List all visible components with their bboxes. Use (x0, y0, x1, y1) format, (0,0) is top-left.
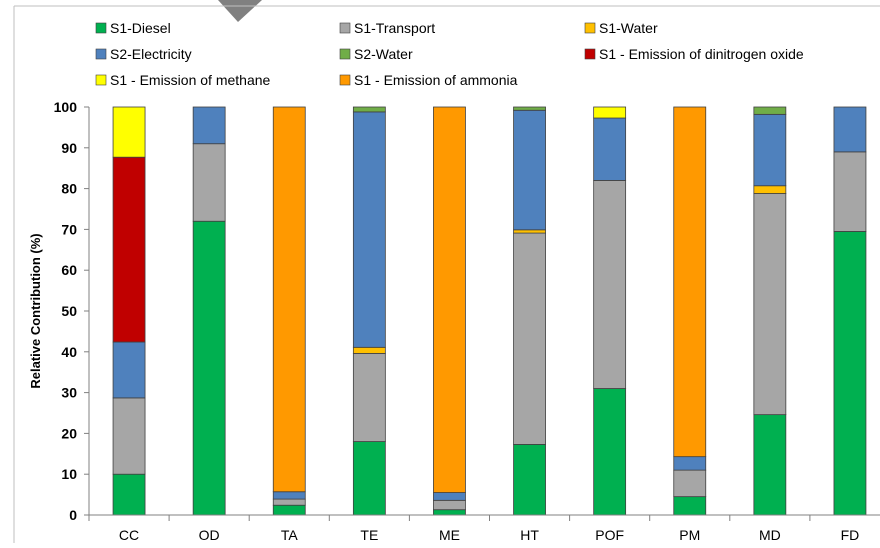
bar-segment-me-s1-transport (433, 499, 466, 511)
legend-label-s1-diesel: S1-Diesel (110, 20, 171, 36)
bar-segment-ta-s1-diesel (272, 504, 306, 516)
bar-segment-cc-s1-diesel (112, 473, 146, 516)
legend-label-s2-water: S2-Water (354, 46, 413, 62)
y-tick-label: 100 (54, 99, 78, 115)
bar-segment-cc-s1-emission-of-dinitrogen-oxide (112, 156, 146, 343)
bar-segment-me-s1-emission-of-ammonia (433, 106, 466, 493)
bar-segment-md-s1-diesel (753, 414, 787, 516)
bar-segment-cc-s1-transport (112, 397, 146, 475)
bar-segment-me-s2-electricity (433, 492, 466, 501)
y-tick-label: 10 (61, 466, 77, 482)
x-tick-label-me: ME (439, 527, 460, 543)
bar-segment-pm-s2-electricity (673, 456, 707, 471)
bar-segment-ta-s1-transport (272, 498, 306, 506)
bar-segment-fd-s1-diesel (833, 231, 867, 516)
bars-group (112, 106, 867, 516)
legend-label-s1-emission-of-ammonia: S1 - Emission of ammonia (354, 72, 518, 88)
bar-segment-cc-s2-electricity (112, 341, 146, 399)
legend-label-s2-electricity: S2-Electricity (110, 46, 192, 62)
legend-swatch-s2-water (339, 48, 351, 60)
legend-swatch-s1-emission-of-dinitrogen-oxide (584, 48, 596, 60)
legend-swatch-s1-emission-of-ammonia (339, 74, 351, 86)
x-tick-label-pof: POF (595, 527, 624, 543)
y-tick-label: 90 (61, 140, 77, 156)
x-tick-label-cc: CC (119, 527, 139, 543)
y-tick-label: 70 (61, 221, 77, 237)
legend-label-s1-transport: S1-Transport (354, 20, 435, 36)
bar-segment-cc-s1-emission-of-methane (112, 106, 146, 158)
bar-segment-ht-s1-water (513, 229, 546, 234)
bar-segment-pof-s1-diesel (593, 388, 627, 516)
bar-segment-te-s1-water (352, 346, 386, 354)
bar-segment-ht-s2-electricity (513, 109, 546, 231)
bar-segment-fd-s2-electricity (833, 106, 867, 153)
x-tick-label-pm: PM (679, 527, 700, 543)
axes-group: 0 10 20 30 40 50 60 70 80 90 100 CC OD TA TE ME HT POF PM M… (54, 99, 880, 543)
bar-segment-md-s2-water (753, 106, 787, 115)
x-tick-label-fd: FD (841, 527, 860, 543)
bar-segment-ta-s1-emission-of-ammonia (272, 106, 306, 493)
bar-segment-te-s2-electricity (352, 111, 386, 348)
y-tick-label: 40 (61, 344, 77, 360)
bar-segment-ht-s2-water (513, 106, 546, 111)
bar-segment-fd-s1-transport (833, 151, 867, 232)
legend-swatch-s1-emission-of-methane (95, 74, 107, 86)
legend: S1-Diesel S1-Transport S1-Water S2-Electric… (95, 20, 804, 88)
legend-label-s1-emission-of-methane: S1 - Emission of methane (110, 72, 271, 88)
bar-segment-od-s1-transport (192, 143, 226, 222)
x-tick-label-ta: TA (281, 527, 299, 543)
bar-segment-pof-s1-transport (593, 180, 627, 389)
y-axis-label: Relative Contribution (%) (28, 233, 43, 388)
bar-segment-od-s1-diesel (192, 220, 226, 516)
decorative-marker-shape (218, 0, 262, 22)
bar-segment-pm-s1-emission-of-ammonia (673, 106, 707, 458)
bar-segment-te-s2-water (352, 106, 386, 113)
y-tick-label: 20 (61, 425, 77, 441)
bar-segment-md-s1-water (753, 185, 787, 194)
bar-segment-md-s2-electricity (753, 113, 787, 187)
bar-segment-pm-s1-transport (673, 469, 707, 498)
bar-segment-ht-s1-transport (513, 232, 546, 445)
bar-segment-od-s2-electricity (192, 106, 226, 145)
y-tick-label: 60 (61, 262, 77, 278)
bar-segment-pof-s2-electricity (593, 117, 627, 181)
bar-segment-pof-s1-emission-of-methane (593, 106, 627, 119)
bar-segment-md-s1-transport (753, 193, 787, 416)
legend-swatch-s1-water (584, 22, 596, 34)
y-tick-label: 50 (61, 303, 77, 319)
bar-segment-te-s1-transport (352, 353, 386, 442)
legend-swatch-s1-transport (339, 22, 351, 34)
legend-swatch-s2-electricity (95, 48, 107, 60)
legend-label-s1-emission-of-dinitrogen-oxide: S1 - Emission of dinitrogen oxide (599, 46, 804, 62)
legend-swatch-s1-diesel (95, 22, 107, 34)
x-tick-label-te: TE (360, 527, 378, 543)
bar-segment-pm-s1-diesel (673, 496, 707, 516)
bar-segment-te-s1-diesel (352, 441, 386, 516)
y-tick-label: 30 (61, 385, 77, 401)
y-tick-label: 0 (69, 507, 77, 523)
y-tick-label: 80 (61, 181, 77, 197)
bar-segment-me-s1-diesel (433, 509, 466, 516)
legend-label-s1-water: S1-Water (599, 20, 658, 36)
bar-segment-ht-s1-diesel (513, 444, 546, 516)
x-tick-label-ht: HT (520, 527, 539, 543)
x-tick-label-od: OD (199, 527, 220, 543)
x-tick-label-md: MD (759, 527, 781, 543)
bar-segment-ta-s2-electricity (272, 491, 306, 500)
